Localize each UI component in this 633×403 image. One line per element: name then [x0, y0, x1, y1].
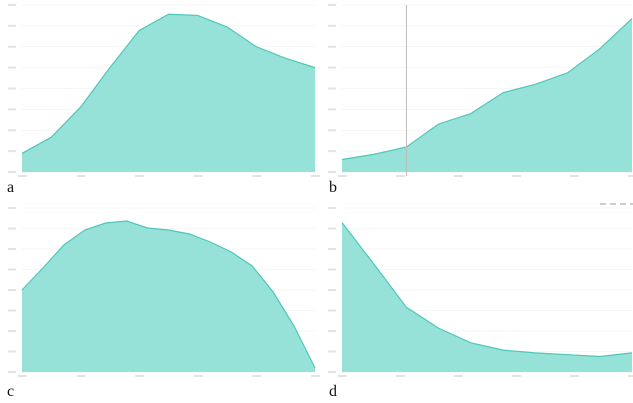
x-tick-mark — [77, 375, 86, 377]
panel-label-d: d — [329, 384, 337, 400]
y-tick-mark — [8, 330, 16, 332]
chart-panel-d: d — [322, 200, 633, 403]
x-tick-mark — [570, 175, 579, 177]
x-tick-mark — [338, 375, 347, 377]
chart-panel-a: a — [0, 0, 320, 200]
x-tick-mark — [396, 175, 405, 177]
area-chart-c — [0, 200, 320, 403]
y-tick-mark — [328, 88, 336, 90]
y-tick-mark — [8, 269, 16, 271]
x-tick-mark — [454, 375, 463, 377]
area-fill — [342, 223, 632, 372]
x-tick-mark — [252, 175, 261, 177]
x-tick-mark — [77, 175, 86, 177]
x-tick-mark — [194, 375, 203, 377]
y-tick-mark — [8, 67, 16, 69]
x-tick-mark — [252, 375, 261, 377]
y-tick-mark — [8, 108, 16, 110]
y-tick-mark — [328, 228, 336, 230]
y-tick-mark — [8, 207, 16, 209]
area-chart-a — [0, 0, 320, 200]
y-tick-mark — [8, 171, 16, 173]
panel-label-b: b — [329, 180, 337, 196]
x-tick-mark — [628, 375, 633, 377]
y-tick-mark — [328, 310, 336, 312]
y-tick-mark — [8, 25, 16, 27]
y-tick-mark — [8, 248, 16, 250]
area-chart-b — [322, 0, 633, 200]
x-tick-mark — [512, 375, 521, 377]
x-tick-mark — [18, 375, 27, 377]
area-fill — [22, 14, 315, 172]
y-tick-mark — [328, 150, 336, 152]
y-tick-mark — [8, 371, 16, 373]
area-fill — [342, 19, 632, 172]
panel-label-c: c — [7, 384, 14, 400]
y-tick-mark — [8, 4, 16, 6]
y-tick-mark — [328, 4, 336, 6]
x-tick-mark — [396, 375, 405, 377]
y-tick-mark — [328, 269, 336, 271]
chart-panel-c: c — [0, 200, 320, 403]
chart-panel-b: b — [322, 0, 633, 200]
y-tick-mark — [8, 310, 16, 312]
y-tick-mark — [328, 108, 336, 110]
y-tick-mark — [328, 248, 336, 250]
legend-dashes — [600, 201, 633, 207]
y-tick-mark — [328, 371, 336, 373]
y-tick-mark — [8, 351, 16, 353]
y-tick-mark — [8, 150, 16, 152]
x-tick-mark — [18, 175, 27, 177]
y-tick-mark — [328, 67, 336, 69]
y-tick-mark — [328, 207, 336, 209]
y-tick-mark — [328, 171, 336, 173]
panel-label-a: a — [7, 180, 14, 196]
x-tick-mark — [454, 175, 463, 177]
x-tick-mark — [135, 175, 144, 177]
y-tick-mark — [328, 330, 336, 332]
y-tick-mark — [8, 46, 16, 48]
x-tick-mark — [311, 175, 320, 177]
y-tick-mark — [328, 289, 336, 291]
x-tick-mark — [338, 175, 347, 177]
x-tick-mark — [512, 175, 521, 177]
y-tick-mark — [8, 129, 16, 131]
x-tick-mark — [135, 375, 144, 377]
x-tick-mark — [311, 375, 320, 377]
y-tick-mark — [328, 25, 336, 27]
y-tick-mark — [328, 46, 336, 48]
y-tick-mark — [8, 228, 16, 230]
x-tick-mark — [628, 175, 633, 177]
x-tick-mark — [570, 375, 579, 377]
y-tick-mark — [328, 129, 336, 131]
y-tick-mark — [8, 289, 16, 291]
area-chart-d — [322, 200, 633, 403]
y-tick-mark — [8, 88, 16, 90]
y-tick-mark — [328, 351, 336, 353]
x-tick-mark — [194, 175, 203, 177]
